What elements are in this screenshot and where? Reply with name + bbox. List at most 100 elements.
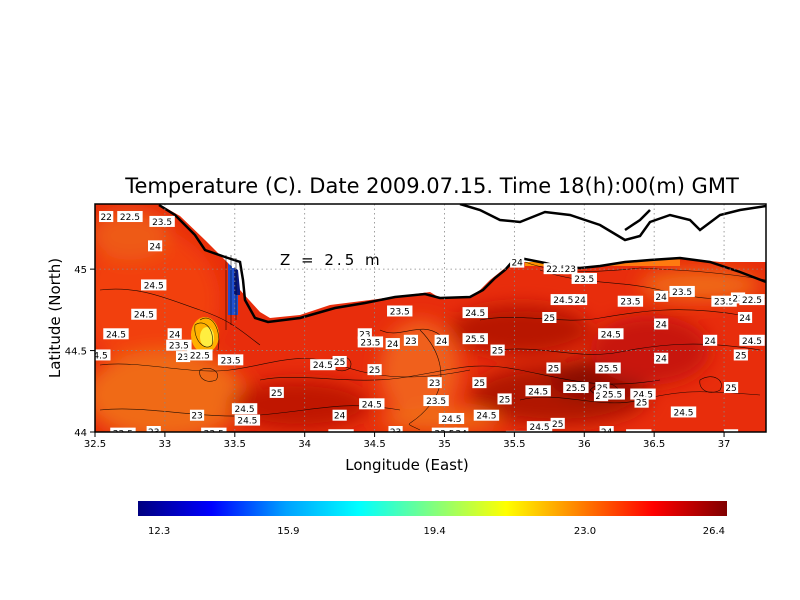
contour-label: 23.5 xyxy=(328,429,354,441)
contour-label-box xyxy=(572,294,588,306)
contour-label-text: 22.5 xyxy=(113,430,133,440)
contour-label: 25 xyxy=(332,355,347,368)
contour-label-text: 24 xyxy=(601,428,613,438)
contour-label-box xyxy=(543,263,570,275)
contour-label-text: 23.5 xyxy=(169,342,189,352)
contour-label-box xyxy=(599,426,614,432)
contour-label-box xyxy=(546,362,561,374)
contour-label-box xyxy=(723,382,739,394)
contour-label-box xyxy=(187,349,213,361)
contour-label-box xyxy=(332,409,347,421)
contour-label: 23 xyxy=(146,426,161,438)
contour-label-box xyxy=(388,426,403,432)
contour-label-box xyxy=(654,318,669,330)
contour-label-box xyxy=(359,398,385,410)
colorbar-tick-label: 12.3 xyxy=(148,526,170,537)
y-axis-ticks: 44 44.5 45 xyxy=(65,265,95,439)
contour-label-text: 25 xyxy=(499,395,510,405)
contour-label-text: 4.5 xyxy=(93,351,107,361)
contour-label-box xyxy=(473,409,500,421)
contour-label: 23.5 xyxy=(571,272,597,285)
x-tick-label: 35.5 xyxy=(503,439,525,450)
contour-label: 24 xyxy=(737,312,753,324)
contour-label-text: 23.5 xyxy=(360,338,380,348)
contour-label: 22.5 xyxy=(187,349,213,361)
contour-label-box xyxy=(367,364,382,376)
contour-label: 24.5 xyxy=(630,388,656,401)
y-tick-label: 44.5 xyxy=(65,347,87,358)
map-frame xyxy=(94,203,767,433)
contour-label-text: 23 xyxy=(732,294,743,304)
contour-label: 23 xyxy=(730,292,746,304)
contour-label-box xyxy=(626,429,652,432)
colorbar-tick-label: 15.9 xyxy=(277,526,299,537)
contour-label-text: 23 xyxy=(148,428,159,438)
contour-label-text: 25 xyxy=(369,366,380,376)
coastline xyxy=(158,204,766,324)
contour-label: 24.5 xyxy=(310,359,336,371)
contour-label: 23 xyxy=(357,328,372,340)
contour-label-text: 24.5 xyxy=(134,311,154,321)
x-tick-label: 37 xyxy=(718,439,731,450)
contour-label-box xyxy=(670,406,697,418)
contour-label-text: 24.5 xyxy=(465,309,485,319)
contour-label-text: 23.5 xyxy=(152,218,172,228)
contour-label-box xyxy=(438,412,465,424)
contour-label-box xyxy=(99,211,114,223)
contour-label: 23.5 xyxy=(669,285,695,298)
contour-label-text: 25 xyxy=(735,351,746,361)
contour-label-box xyxy=(149,215,175,227)
contour-label-text: 24.5 xyxy=(553,296,573,306)
contour-label-text: 24.5 xyxy=(476,412,496,422)
contour-label-text: 25 xyxy=(544,314,555,324)
contour-label: 25.5 xyxy=(599,388,625,401)
contour-label: 4.5 xyxy=(93,349,111,361)
contour-label: 25 xyxy=(546,362,561,374)
x-tick-label: 35 xyxy=(438,439,451,450)
contour-label: 25.5 xyxy=(462,333,488,345)
contour-label-box xyxy=(387,305,413,317)
contour-label: 24.5 xyxy=(462,307,488,319)
contour-label-box xyxy=(497,393,512,405)
contour-label: 24.5 xyxy=(141,279,167,291)
map-title: Temperature (C). Date 2009.07.15. Time 1… xyxy=(124,174,739,198)
contour-label: 24 xyxy=(510,256,525,269)
contour-label: 25 xyxy=(472,377,487,389)
contour-label: 22.5 xyxy=(739,294,765,306)
colorbar-bar xyxy=(138,501,727,516)
contour-label-box xyxy=(357,336,384,348)
contour-label-box xyxy=(634,396,649,408)
contour-label-box xyxy=(711,295,737,307)
contour-label-text: 24.5 xyxy=(441,415,461,425)
x-tick-label: 32.5 xyxy=(84,439,106,450)
contour-label-box xyxy=(166,339,192,351)
contour-label-box xyxy=(423,395,449,407)
contour-label-box xyxy=(328,429,354,432)
contour-label-text: 24.5 xyxy=(673,408,693,418)
contour-label-box xyxy=(490,344,505,356)
contour-label: 24.5 xyxy=(670,406,697,418)
contour-label: 23 xyxy=(563,263,578,275)
contour-label-box xyxy=(739,294,765,306)
colorbar-tick-label: 26.4 xyxy=(703,526,725,537)
depth-label: Z = 2.5 m xyxy=(280,251,383,269)
contour-label-text: 23.5 xyxy=(574,275,594,285)
contour-label-box xyxy=(146,426,161,432)
contour-label: 24.5 xyxy=(598,328,624,340)
contour-label-box xyxy=(103,328,129,340)
contour-label-text: 25 xyxy=(334,358,345,368)
contour-label-box xyxy=(403,334,419,346)
contour-label-box xyxy=(571,272,597,284)
contour-label: 24.5 xyxy=(359,398,385,410)
contour-label-box xyxy=(110,427,136,432)
contour-label: 24.5 xyxy=(526,421,553,432)
contour-label-text: 23.5 xyxy=(331,431,351,441)
contour-label-text: 24 xyxy=(655,321,667,331)
contour-label-box xyxy=(95,349,111,361)
contour-label-box xyxy=(131,308,157,320)
contour-label-text: 22 xyxy=(100,213,111,223)
contour-label: 22.5 xyxy=(110,427,136,440)
contour-label-text: 23 xyxy=(359,330,370,340)
contour-label-text: 23.5 xyxy=(672,288,692,298)
